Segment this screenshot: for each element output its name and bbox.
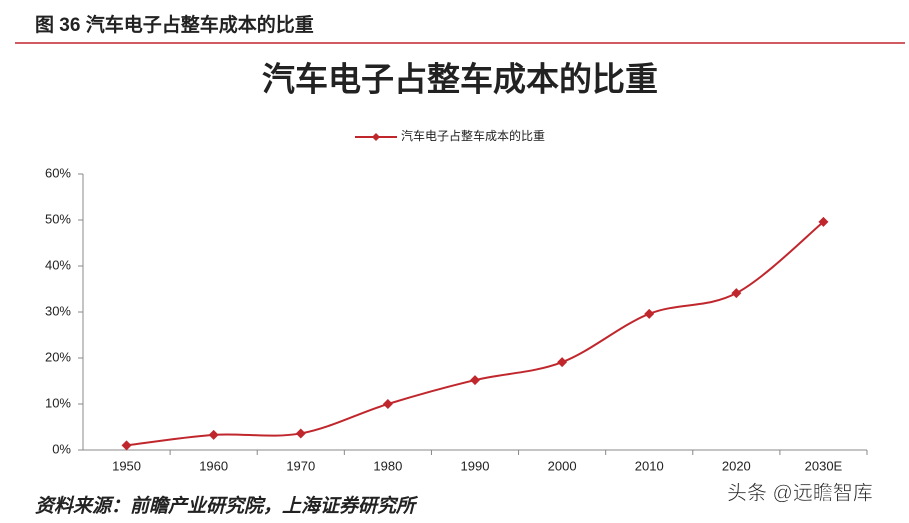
y-tick-label: 50% xyxy=(45,211,71,226)
x-tick-label: 2020 xyxy=(722,458,751,473)
marker xyxy=(121,440,132,451)
line xyxy=(126,221,825,447)
marker xyxy=(382,399,393,409)
y-tick-label: 20% xyxy=(45,349,71,364)
figure-header: 图 36 汽车电子占整车成本的比重 xyxy=(35,13,314,36)
x-tick-label: 2000 xyxy=(548,458,577,473)
y-tick-label: 0% xyxy=(52,441,71,456)
marker xyxy=(731,288,742,299)
marker xyxy=(644,308,655,319)
marker xyxy=(557,357,568,368)
y-tick-label: 30% xyxy=(45,303,71,318)
x-tick-label: 1950 xyxy=(112,458,141,473)
legend-label: 汽车电子占整车成本的比重 xyxy=(401,128,545,143)
y-tick-label: 10% xyxy=(45,395,71,410)
x-tick-label: 2010 xyxy=(635,458,664,473)
marker xyxy=(208,429,219,440)
legend-marker xyxy=(372,133,380,141)
chart-title: 汽车电子占整车成本的比重 xyxy=(262,61,658,98)
x-tick-label: 1980 xyxy=(373,458,402,473)
marker xyxy=(818,216,829,227)
x-tick-label: 1990 xyxy=(461,458,490,473)
marker xyxy=(470,375,480,386)
watermark: 头条 @远瞻智库 xyxy=(727,481,873,504)
source-note: 资料来源：前瞻产业研究院，上海证券研究所 xyxy=(35,495,418,517)
y-tick-label: 60% xyxy=(45,165,71,180)
x-tick-label: 2030E xyxy=(805,458,843,473)
y-tick-label: 40% xyxy=(45,257,71,272)
x-tick-label: 1970 xyxy=(286,458,315,473)
marker xyxy=(295,428,306,439)
x-tick-label: 1960 xyxy=(199,458,228,473)
